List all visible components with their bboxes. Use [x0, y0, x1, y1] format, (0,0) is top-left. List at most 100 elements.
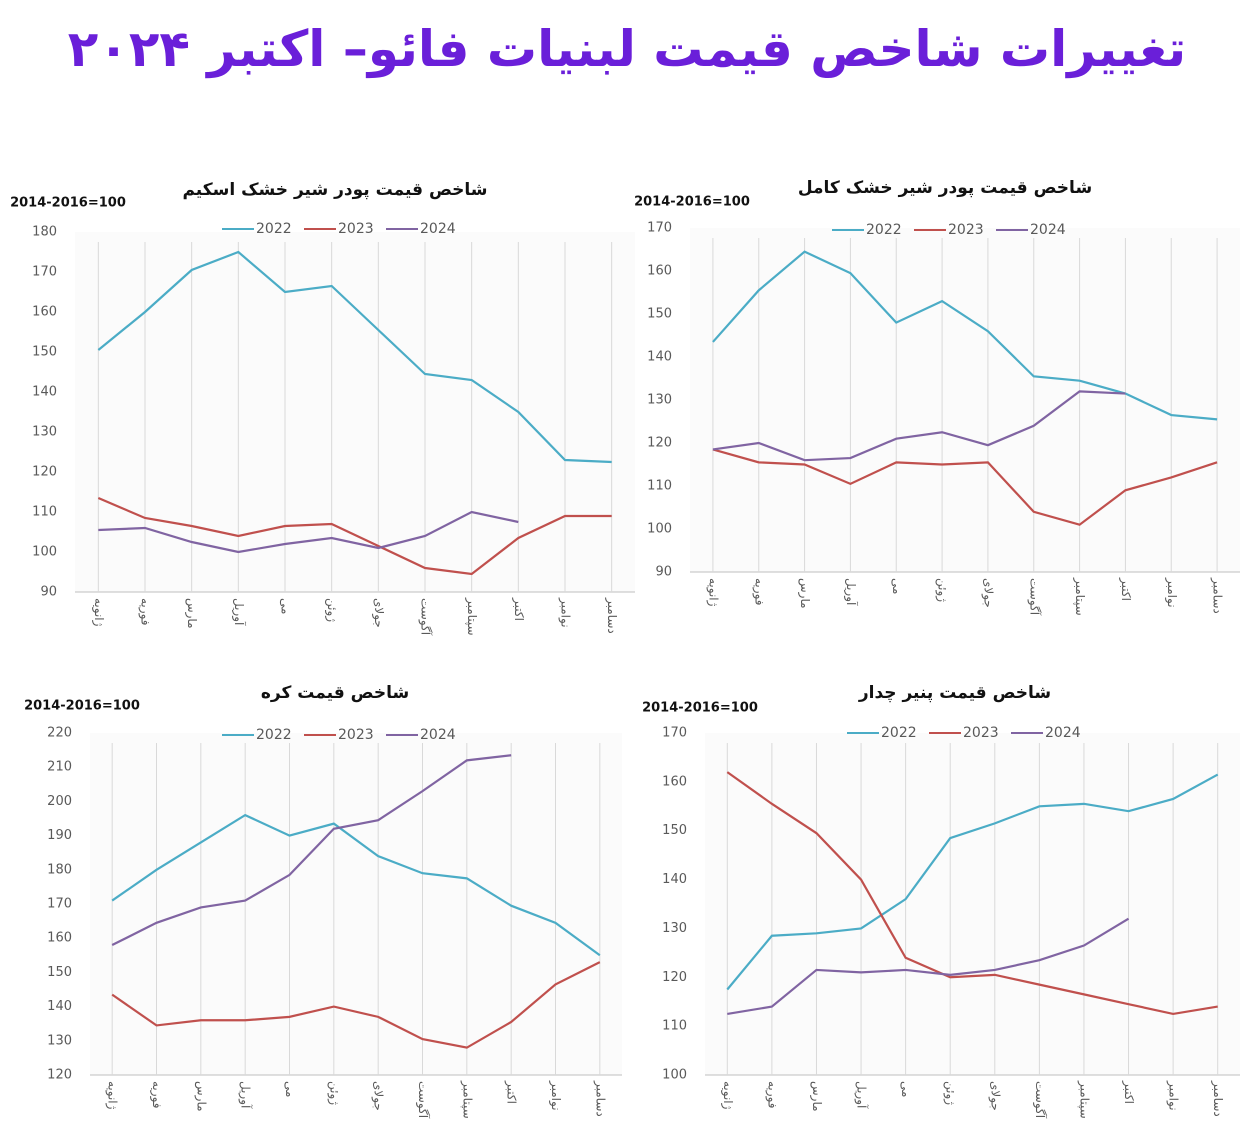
- legend-label: 2024: [1045, 725, 1081, 741]
- x-tick-label: ژوئن: [935, 578, 950, 602]
- y-tick-label: 140: [647, 350, 672, 365]
- y-tick-label: 90: [655, 565, 672, 580]
- data-line: [111, 961, 601, 1049]
- x-tick-label: آگوست: [1032, 1081, 1048, 1119]
- x-tick-label: آوریل: [854, 1081, 870, 1109]
- y-tick-label: 120: [32, 465, 57, 480]
- chart-title: شاخص قیمت کره: [261, 683, 409, 703]
- y-tick-label: 190: [47, 828, 72, 843]
- data-line: [712, 390, 1126, 462]
- plot-area: [705, 733, 1240, 1075]
- x-tick-label: ژوئن: [943, 1081, 958, 1105]
- legend-label: 2024: [1030, 222, 1066, 238]
- y-tick-label: 170: [32, 265, 57, 280]
- x-tick-label: اکتبر: [511, 597, 526, 621]
- y-tick-label: 130: [662, 921, 687, 936]
- y-tick-label: 200: [47, 794, 72, 809]
- y-tick-label: 130: [647, 393, 672, 408]
- x-tick-label: مارس: [184, 598, 199, 629]
- y-tick-label: 140: [32, 385, 57, 400]
- y-tick-label: 130: [47, 1033, 72, 1048]
- y-tick-label: 110: [647, 479, 672, 494]
- y-tick-label: 210: [47, 760, 72, 775]
- x-tick-label: آوریل: [843, 578, 859, 606]
- x-tick-label: آوریل: [238, 1081, 254, 1109]
- x-tick-label: جولای: [371, 1081, 386, 1111]
- data-line: [726, 771, 1218, 1016]
- y-tick-label: 150: [662, 823, 687, 838]
- x-tick-label: آگوست: [415, 1081, 431, 1119]
- legend-label: 2022: [256, 727, 292, 743]
- x-tick-label: نوامبر: [548, 1080, 563, 1111]
- data-line: [712, 448, 1218, 526]
- x-tick-label: اکتبر: [504, 1080, 519, 1104]
- x-tick-label: ژوئن: [326, 1081, 341, 1105]
- data-line: [712, 250, 1218, 421]
- x-tick-label: مارس: [809, 1081, 824, 1112]
- x-tick-label: نوامبر: [1164, 577, 1179, 608]
- x-tick-label: ژانویه: [705, 578, 720, 607]
- data-line: [726, 773, 1219, 991]
- legend-label: 2022: [866, 222, 902, 238]
- plot-area: [75, 232, 635, 592]
- y-tick-label: 170: [47, 897, 72, 912]
- data-line: [727, 917, 1130, 1016]
- legend-label: 2024: [420, 221, 456, 237]
- x-tick-label: مارس: [193, 1081, 208, 1112]
- x-tick-label: دسامبر: [592, 1080, 607, 1117]
- x-tick-label: دسامبر: [1210, 1080, 1225, 1117]
- x-tick-label: نوامبر: [558, 597, 573, 628]
- y-tick-label: 220: [47, 726, 72, 741]
- y-tick-label: 140: [662, 872, 687, 887]
- y-tick-label: 120: [662, 970, 687, 985]
- x-tick-label: می: [899, 1081, 913, 1097]
- x-tick-label: دسامبر: [604, 597, 619, 634]
- x-tick-label: اکتبر: [1118, 577, 1133, 601]
- legend-label: 2023: [338, 727, 374, 743]
- y-tick-label: 160: [647, 264, 672, 279]
- y-axis-label: 2014-2016=100: [642, 701, 758, 716]
- x-tick-label: جولای: [987, 1081, 1002, 1111]
- x-tick-label: ژانویه: [91, 598, 106, 627]
- data-line: [111, 813, 601, 957]
- x-tick-label: ژوئن: [324, 598, 339, 622]
- chart-title: شاخص قیمت پودر شیر خشک کامل: [798, 178, 1092, 198]
- y-tick-label: 100: [32, 545, 57, 560]
- y-tick-label: 180: [47, 862, 72, 877]
- y-axis-label: 2014-2016=100: [24, 699, 140, 714]
- x-tick-label: سپتامبر: [464, 597, 479, 636]
- x-tick-label: سپتامبر: [1076, 1080, 1091, 1119]
- y-axis-label: 2014-2016=100: [10, 196, 126, 211]
- y-tick-label: 100: [647, 522, 672, 537]
- x-tick-label: سپتامبر: [459, 1080, 474, 1119]
- legend-label: 2023: [963, 725, 999, 741]
- x-tick-label: جولای: [980, 578, 995, 608]
- x-tick-label: جولای: [371, 598, 386, 628]
- x-tick-label: اکتبر: [1121, 1080, 1136, 1104]
- x-tick-label: فوریه: [149, 1081, 164, 1109]
- x-tick-label: فوریه: [138, 598, 153, 626]
- y-tick-label: 150: [47, 965, 72, 980]
- legend-label: 2024: [420, 727, 456, 743]
- x-tick-label: سپتامبر: [1072, 577, 1087, 616]
- y-tick-label: 130: [32, 425, 57, 440]
- x-tick-label: آگوست: [1026, 578, 1042, 616]
- y-tick-label: 170: [647, 221, 672, 236]
- legend-label: 2022: [256, 221, 292, 237]
- y-tick-label: 180: [32, 225, 57, 240]
- x-tick-label: می: [283, 1081, 297, 1097]
- plot-area: [90, 733, 622, 1075]
- chart-title: شاخص قیمت پنیر چدار: [858, 683, 1051, 703]
- y-tick-label: 150: [32, 345, 57, 360]
- legend-label: 2022: [881, 725, 917, 741]
- y-tick-label: 160: [47, 931, 72, 946]
- x-tick-label: ژانویه: [105, 1081, 120, 1110]
- chart-title: شاخص قیمت پودر شیر خشک اسکیم: [182, 180, 487, 200]
- x-tick-label: ژانویه: [720, 1081, 735, 1110]
- legend-label: 2023: [948, 222, 984, 238]
- x-tick-label: دسامبر: [1210, 577, 1225, 614]
- data-line: [98, 510, 519, 554]
- y-tick-label: 100: [662, 1068, 687, 1083]
